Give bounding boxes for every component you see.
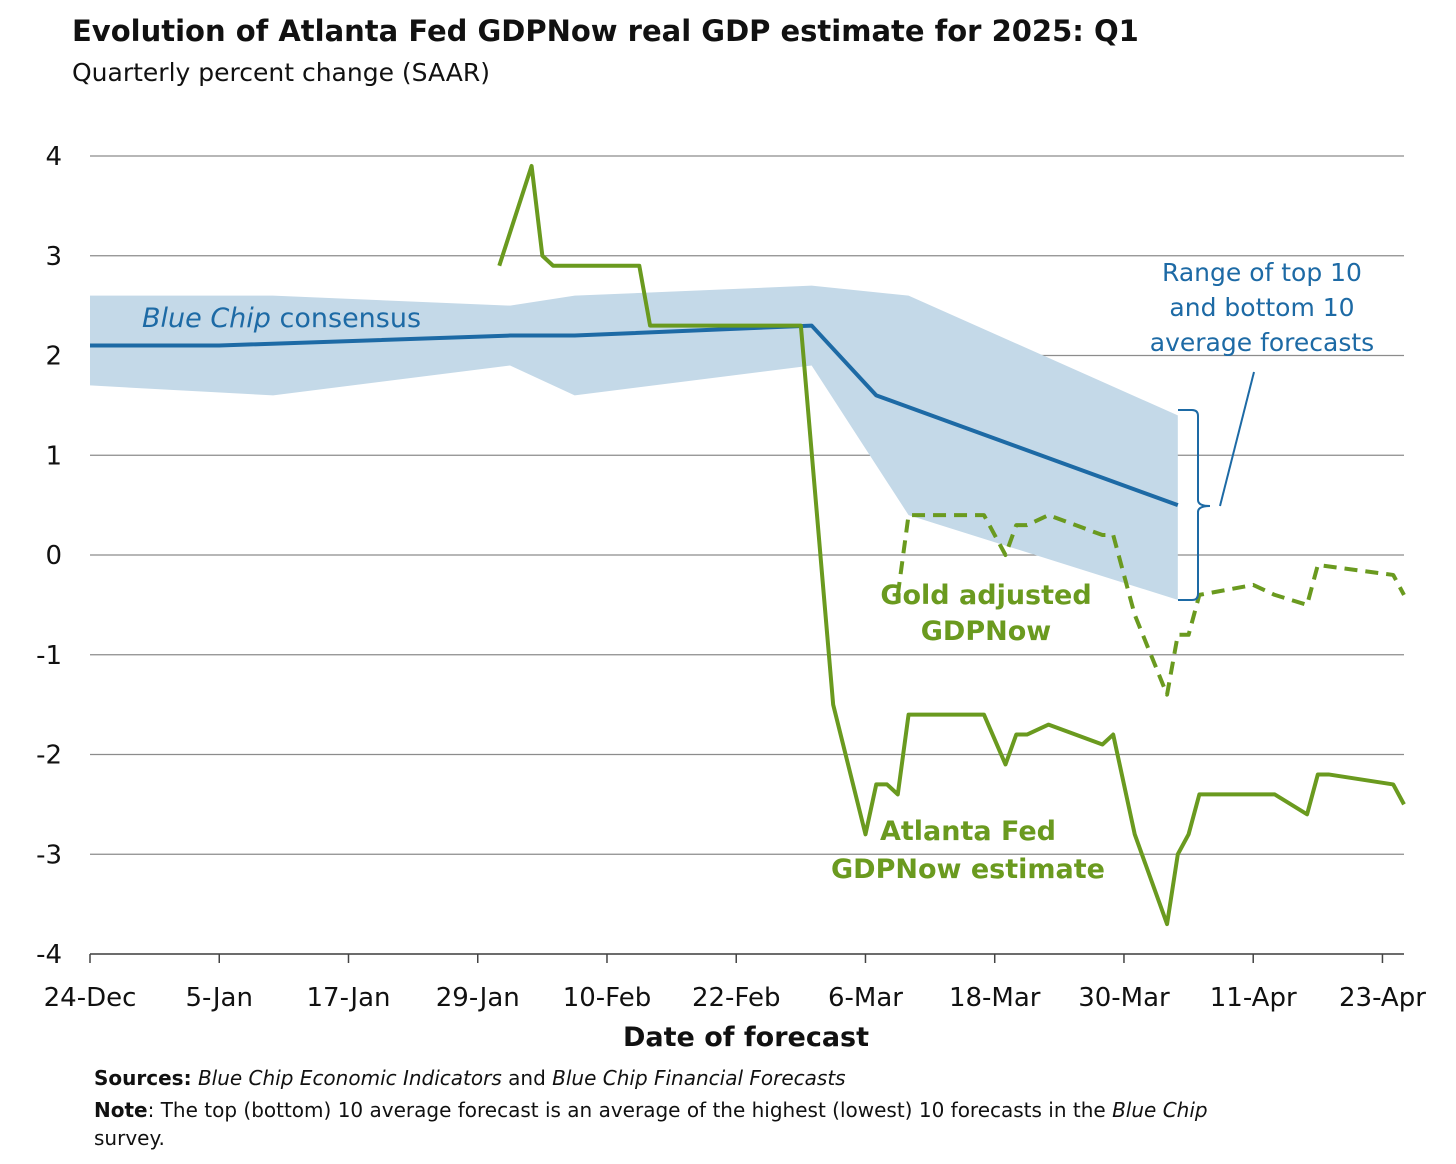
atlanta-label-line-2: GDPNow estimate	[831, 854, 1105, 885]
x-tick-label: 5-Jan	[186, 983, 253, 1013]
note-italic: Blue Chip	[1112, 1098, 1208, 1122]
gold-label-line-1: Gold adjusted	[880, 580, 1091, 611]
range-label-line-2: and bottom 10	[1169, 293, 1354, 322]
line-chart: 4 3 2 1 0 -1 -2 -3 -4 24-Dec 5-Jan 17-Jan 29-Jan 10-F…	[36, 142, 1426, 1053]
sources-note: Sources: Blue Chip Economic Indicators a…	[94, 1064, 846, 1092]
chart-title: Evolution of Atlanta Fed GDPNow real GDP…	[72, 14, 1139, 48]
y-tick-label: -2	[36, 741, 62, 771]
blue-chip-label-italic: Blue Chip	[142, 303, 271, 334]
y-tick-label: 1	[45, 441, 62, 471]
annotations: Blue Chip consensus Range of top 10 and …	[142, 258, 1374, 885]
blue-chip-consensus-line	[90, 323, 1179, 508]
x-tick-label: 23-Apr	[1339, 983, 1426, 1013]
y-tick-label: 3	[45, 242, 62, 272]
footnote: Note: The top (bottom) 10 average foreca…	[94, 1096, 1208, 1124]
blue-chip-label: Blue Chip consensus	[142, 303, 421, 334]
axes: 4 3 2 1 0 -1 -2 -3 -4 24-Dec 5-Jan 17-Jan 29-Jan 10-F…	[36, 142, 1426, 1013]
sources-and: and	[501, 1066, 553, 1090]
x-tick-label: 6-Mar	[828, 983, 903, 1013]
sources-italic-1: Blue Chip Economic Indicators	[197, 1066, 502, 1090]
range-pointer-line	[1219, 371, 1255, 507]
gold-label-line-2: GDPNow	[921, 616, 1051, 647]
x-tick-label: 17-Jan	[306, 983, 390, 1013]
range-label-line-3: average forecasts	[1150, 328, 1374, 357]
y-tick-label: -4	[36, 940, 62, 970]
x-tick-label: 30-Mar	[1078, 983, 1170, 1013]
sources-label: Sources:	[94, 1066, 192, 1090]
blue-chip-label-suffix: consensus	[271, 303, 421, 334]
x-axis-label: Date of forecast	[623, 1022, 869, 1053]
x-tick-label: 29-Jan	[436, 983, 520, 1013]
x-tick-label: 10-Feb	[563, 983, 652, 1013]
range-band-area	[90, 285, 1178, 600]
chart-subtitle: Quarterly percent change (SAAR)	[72, 58, 491, 87]
range-bracket	[1178, 409, 1211, 601]
sources-italic-2: Blue Chip Financial Forecasts	[552, 1066, 846, 1090]
series-lines	[90, 163, 1406, 927]
y-tick-label: -3	[36, 840, 62, 870]
y-tick-label: -1	[36, 641, 62, 671]
atlanta-label-line-1: Atlanta Fed	[880, 816, 1056, 847]
x-tick-label: 11-Apr	[1210, 983, 1297, 1013]
y-tick-label: 4	[45, 142, 62, 172]
y-tick-label: 0	[45, 541, 62, 571]
footnote-continued: survey.	[94, 1124, 165, 1152]
y-tick-label: 2	[45, 342, 62, 372]
x-tick-label: 24-Dec	[44, 983, 137, 1013]
note-label: Note	[94, 1098, 148, 1122]
x-tick-label: 18-Mar	[949, 983, 1041, 1013]
range-label-line-1: Range of top 10	[1162, 258, 1362, 287]
note-text-1: : The top (bottom) 10 average forecast i…	[147, 1098, 1113, 1122]
note-text-2: survey.	[94, 1126, 165, 1150]
gold-adjusted-gdpnow-line	[895, 513, 1406, 697]
x-tick-label: 22-Feb	[692, 983, 781, 1013]
forecast-range-band	[90, 285, 1178, 600]
atlanta-fed-gdpnow-line	[497, 163, 1406, 927]
